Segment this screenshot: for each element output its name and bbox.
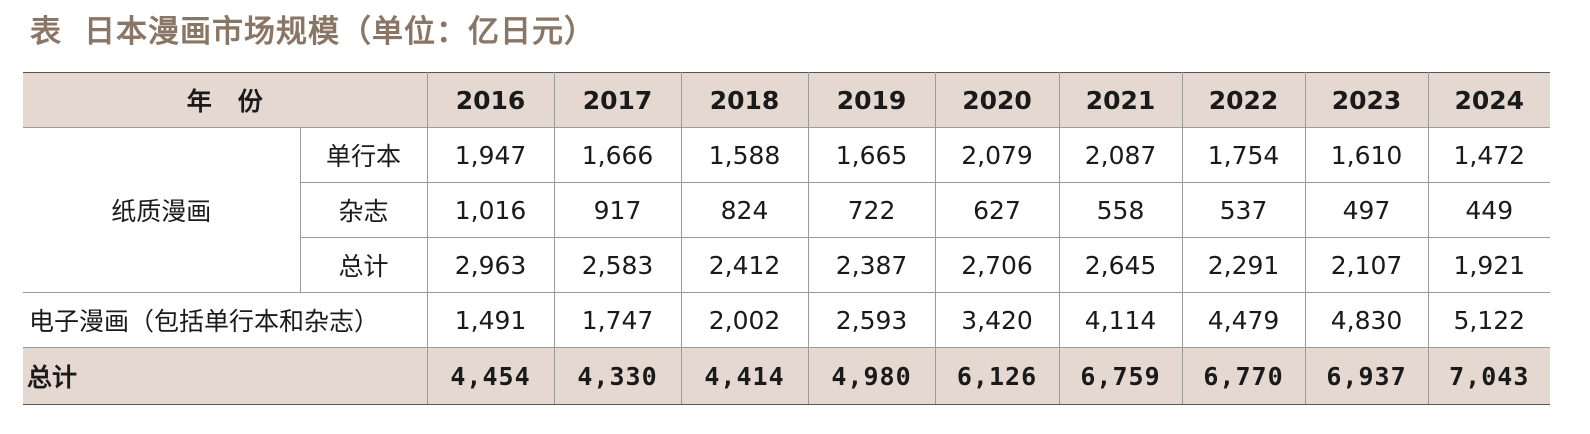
year-2019: 2019 [807,72,936,128]
table-cell: 1,588 [680,127,809,183]
table-cell: 4,114 [1058,292,1183,348]
table-row: 纸质漫画 单行本 1,947 1,666 1,588 1,665 2,079 2… [23,127,1551,293]
table-row: 电子漫画（包括单行本和杂志） 1,491 1,747 2,002 2,593 3… [23,292,1551,348]
table-cell: 497 [1304,182,1429,238]
table-cell: 4,330 [553,347,682,405]
year-2021: 2021 [1058,72,1183,128]
table-cell: 6,759 [1058,347,1183,405]
table-row: 杂志 1,016 917 824 722 627 558 537 497 449 [23,182,1551,238]
table-cell: 2,963 [426,237,555,293]
year-2018: 2018 [680,72,809,128]
grand-total-label: 总计 [23,347,428,405]
table-cell: 1,754 [1181,127,1306,183]
table-cell: 7,043 [1427,347,1551,405]
table-row: 总计 2,963 2,583 2,412 2,387 2,706 2,645 2… [23,237,1551,293]
table-cell: 2,412 [680,237,809,293]
table-cell: 6,937 [1304,347,1429,405]
row-label: 杂志 [300,182,428,238]
manga-market-table: 年份 2016 2017 2018 2019 2020 2021 2022 20… [23,72,1551,405]
table-title: 表日本漫画市场规模（单位：亿日元） [30,10,596,54]
table-cell: 1,610 [1304,127,1429,183]
table-cell: 1,016 [426,182,555,238]
table-cell: 1,491 [426,292,555,348]
table-cell: 2,583 [553,237,682,293]
table-cell: 4,414 [680,347,809,405]
year-2017: 2017 [553,72,682,128]
table-cell: 3,420 [934,292,1060,348]
table-cell: 1,747 [553,292,682,348]
table-cell: 449 [1427,182,1551,238]
table-cell: 4,454 [426,347,555,405]
table-cell: 2,087 [1058,127,1183,183]
table-cell: 2,079 [934,127,1060,183]
header-row: 年份 2016 2017 2018 2019 2020 2021 2022 20… [23,72,1551,128]
table-cell: 4,830 [1304,292,1429,348]
digital-manga-label: 电子漫画（包括单行本和杂志） [23,292,428,348]
table-cell: 627 [934,182,1060,238]
table-cell: 1,921 [1427,237,1551,293]
row-label: 单行本 [299,127,428,183]
table-cell: 2,291 [1181,237,1306,293]
year-2023: 2023 [1304,72,1429,128]
table-cell: 1,666 [553,127,682,183]
table-cell: 4,980 [807,347,936,405]
table-cell: 824 [680,182,809,238]
table-cell: 2,645 [1058,237,1183,293]
row-label: 总计 [300,237,428,293]
table-cell: 2,002 [680,292,809,348]
paper-manga-label: 纸质漫画 [23,127,301,293]
year-2022: 2022 [1181,72,1306,128]
table-cell: 722 [807,182,936,238]
table-title-label: 表 [30,14,62,50]
year-2016: 2016 [426,72,555,128]
grand-total-row: 总计 4,454 4,330 4,414 4,980 6,126 6,759 6… [23,347,1551,405]
table-cell: 537 [1181,182,1306,238]
table-cell: 1,472 [1427,127,1551,183]
year-2020: 2020 [934,72,1060,128]
table-cell: 2,706 [934,237,1060,293]
table-cell: 558 [1058,182,1183,238]
table-cell: 2,593 [807,292,936,348]
table-cell: 4,479 [1181,292,1306,348]
table-cell: 1,947 [426,127,555,183]
table-cell: 2,107 [1304,237,1429,293]
table-cell: 6,770 [1181,347,1306,405]
year-2024: 2024 [1427,72,1551,128]
table-cell: 5,122 [1427,292,1551,348]
table-cell: 917 [553,182,682,238]
table-cell: 6,126 [934,347,1060,405]
table-title-text: 日本漫画市场规模（单位：亿日元） [84,14,596,50]
year-header: 年份 [23,72,428,128]
table-cell: 1,665 [807,127,936,183]
table-cell: 2,387 [807,237,936,293]
